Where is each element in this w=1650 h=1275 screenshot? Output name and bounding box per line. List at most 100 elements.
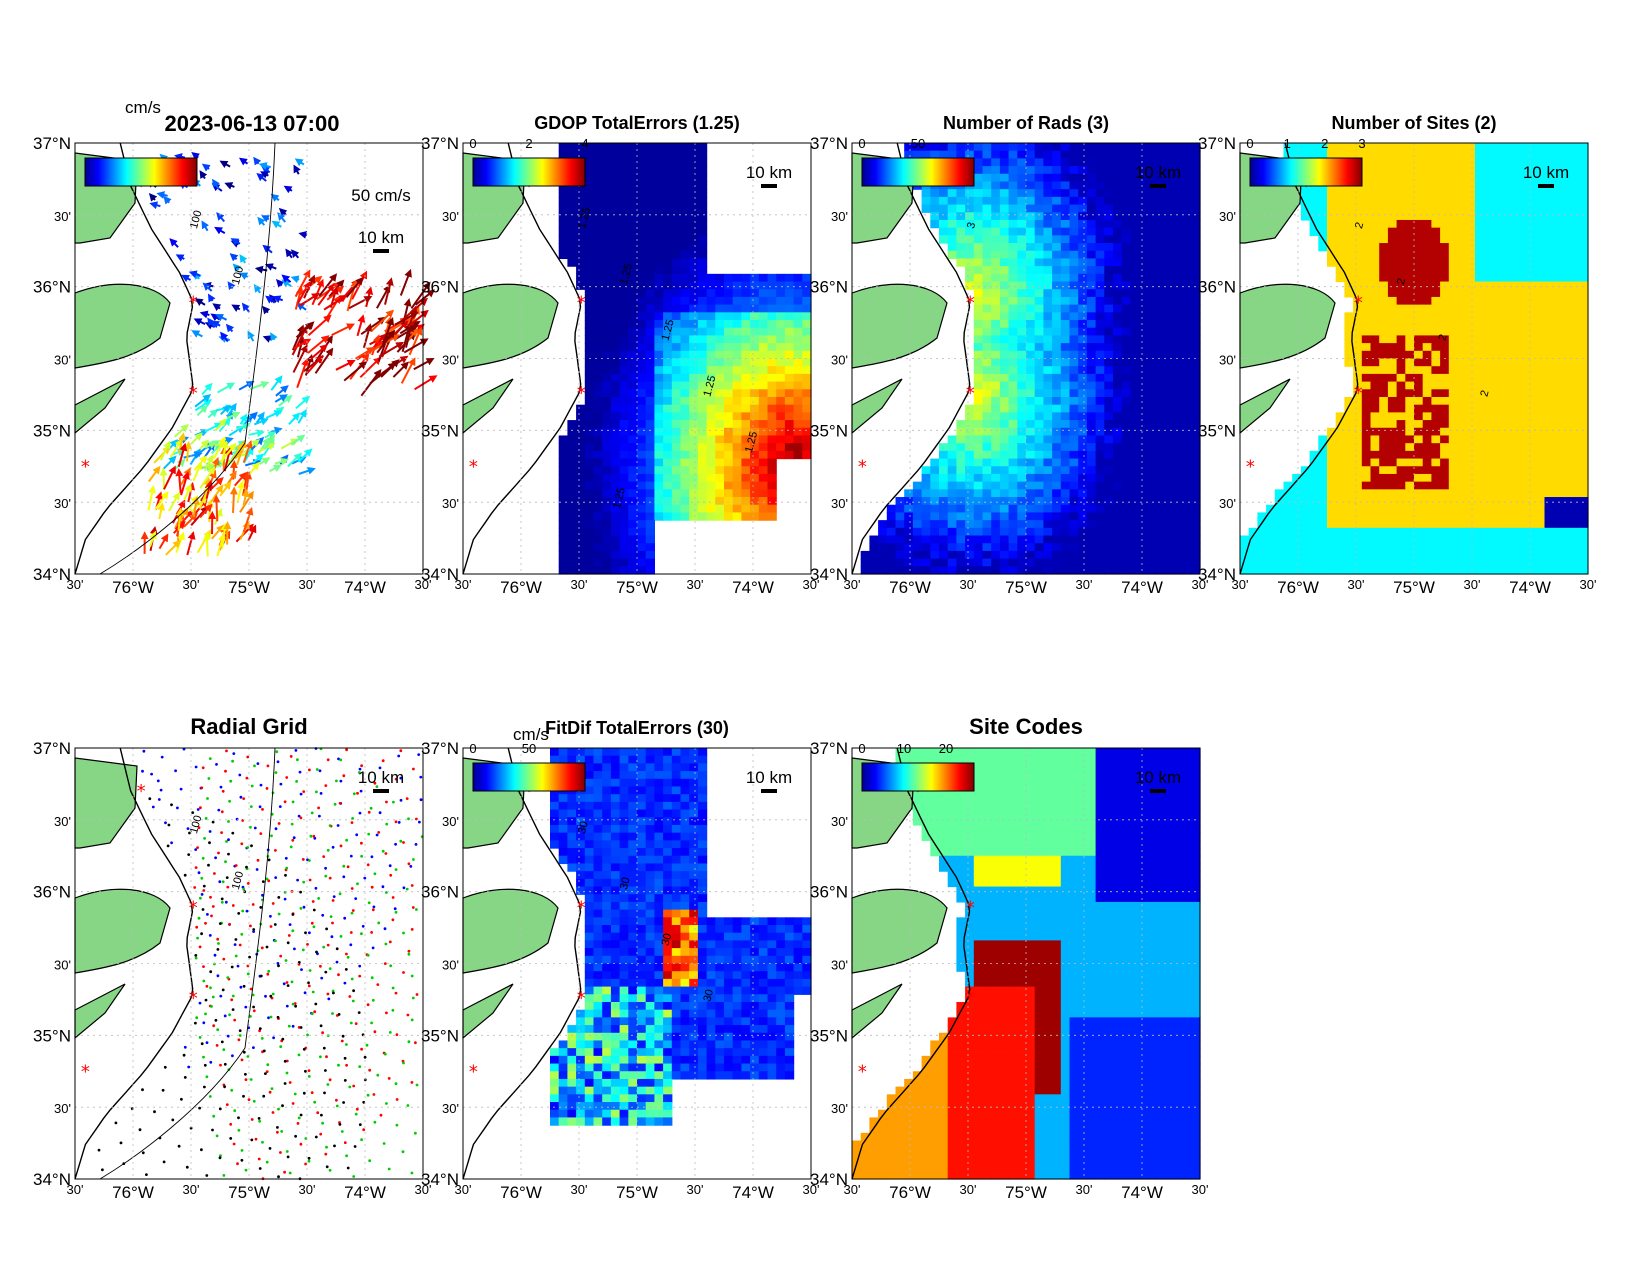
data-cell bbox=[610, 212, 621, 221]
data-cell bbox=[1165, 327, 1175, 337]
data-cell bbox=[1147, 189, 1158, 198]
data-cell bbox=[1466, 235, 1476, 244]
data-cell bbox=[1130, 343, 1140, 352]
data-cell bbox=[1191, 166, 1201, 175]
data-cell bbox=[965, 143, 975, 152]
data-cell bbox=[1544, 296, 1554, 306]
data-cell bbox=[1492, 350, 1502, 360]
data-cell bbox=[576, 420, 586, 429]
data-cell bbox=[1078, 466, 1088, 475]
data-cell bbox=[1026, 181, 1036, 190]
data-cell bbox=[637, 350, 647, 360]
data-cell bbox=[1440, 350, 1450, 360]
data-cell bbox=[921, 189, 931, 198]
data-cell bbox=[1052, 427, 1062, 437]
data-cell bbox=[1300, 504, 1311, 514]
data-cell bbox=[912, 527, 923, 537]
data-cell bbox=[1318, 150, 1328, 159]
data-cell bbox=[593, 450, 603, 460]
data-cell bbox=[1553, 204, 1563, 213]
data-cell bbox=[1008, 227, 1018, 236]
data-cell bbox=[671, 458, 682, 467]
data-cell bbox=[1405, 450, 1415, 460]
data-cell bbox=[1535, 512, 1546, 521]
contour-label: 3 bbox=[965, 221, 978, 230]
data-cell bbox=[680, 204, 690, 213]
data-cell bbox=[1008, 358, 1018, 367]
data-cell bbox=[1483, 143, 1493, 152]
data-cell bbox=[628, 219, 638, 229]
data-cell bbox=[576, 427, 586, 437]
data-cell bbox=[1182, 481, 1192, 490]
data-cell bbox=[1344, 312, 1354, 321]
distance-scale-label: 10 km bbox=[358, 228, 404, 247]
data-cell bbox=[1440, 150, 1450, 159]
data-cell bbox=[706, 312, 716, 321]
data-cell bbox=[1052, 535, 1062, 544]
data-cell bbox=[1440, 389, 1450, 398]
colorbar-ramp bbox=[861, 157, 975, 187]
data-cell bbox=[1060, 512, 1071, 521]
current-vector bbox=[290, 275, 300, 284]
data-cell bbox=[619, 497, 629, 506]
data-cell bbox=[1544, 396, 1554, 406]
data-cell bbox=[1553, 420, 1563, 429]
data-cell bbox=[1561, 504, 1572, 514]
data-cell bbox=[758, 473, 769, 483]
data-cell bbox=[1483, 281, 1493, 290]
data-cell bbox=[1008, 150, 1018, 159]
data-cell bbox=[1043, 512, 1053, 521]
data-cell bbox=[1483, 312, 1493, 321]
data-cell bbox=[956, 427, 966, 437]
data-cell bbox=[1353, 243, 1363, 252]
current-vector bbox=[298, 230, 308, 239]
data-cell bbox=[1492, 243, 1502, 252]
data-cell bbox=[645, 273, 655, 283]
data-cell bbox=[776, 381, 786, 390]
data-cell bbox=[1008, 427, 1018, 437]
data-cell bbox=[750, 381, 760, 390]
data-cell bbox=[1396, 527, 1406, 537]
current-vector bbox=[299, 292, 320, 307]
data-cell bbox=[1130, 327, 1140, 337]
data-cell bbox=[1078, 250, 1088, 260]
data-cell bbox=[982, 512, 992, 521]
data-cell bbox=[1414, 458, 1424, 467]
data-cell bbox=[1353, 404, 1363, 413]
data-cell bbox=[715, 281, 725, 290]
data-cell bbox=[593, 343, 603, 352]
data-cell bbox=[1518, 396, 1528, 406]
data-cell bbox=[1509, 304, 1519, 313]
data-cell bbox=[671, 335, 682, 344]
data-cell bbox=[1474, 466, 1485, 475]
data-cell bbox=[680, 281, 690, 290]
data-cell bbox=[715, 466, 725, 475]
data-cell bbox=[1191, 327, 1201, 337]
data-cell bbox=[1440, 250, 1450, 260]
data-cell bbox=[645, 266, 655, 275]
data-cell bbox=[1008, 258, 1018, 267]
data-cell bbox=[1104, 489, 1114, 498]
data-cell bbox=[1466, 489, 1476, 498]
data-cell bbox=[1518, 173, 1528, 183]
data-cell bbox=[1069, 166, 1079, 175]
data-cell bbox=[1553, 335, 1563, 344]
land-south bbox=[74, 283, 171, 369]
data-cell bbox=[1165, 443, 1175, 452]
data-cell bbox=[1191, 243, 1201, 252]
data-cell bbox=[689, 304, 699, 313]
data-cell bbox=[991, 358, 1001, 367]
data-cell bbox=[1121, 473, 1131, 483]
data-cell bbox=[1414, 520, 1424, 529]
data-cell bbox=[654, 420, 664, 429]
data-cell bbox=[1561, 404, 1572, 413]
data-cell bbox=[1078, 289, 1088, 298]
data-cell bbox=[1008, 543, 1018, 552]
data-cell bbox=[1078, 227, 1088, 236]
data-cell bbox=[1405, 289, 1415, 298]
data-cell bbox=[1474, 520, 1485, 529]
data-cell bbox=[904, 504, 914, 514]
data-cell bbox=[1121, 481, 1131, 490]
data-cell bbox=[1379, 466, 1389, 475]
data-cell bbox=[1139, 550, 1149, 560]
